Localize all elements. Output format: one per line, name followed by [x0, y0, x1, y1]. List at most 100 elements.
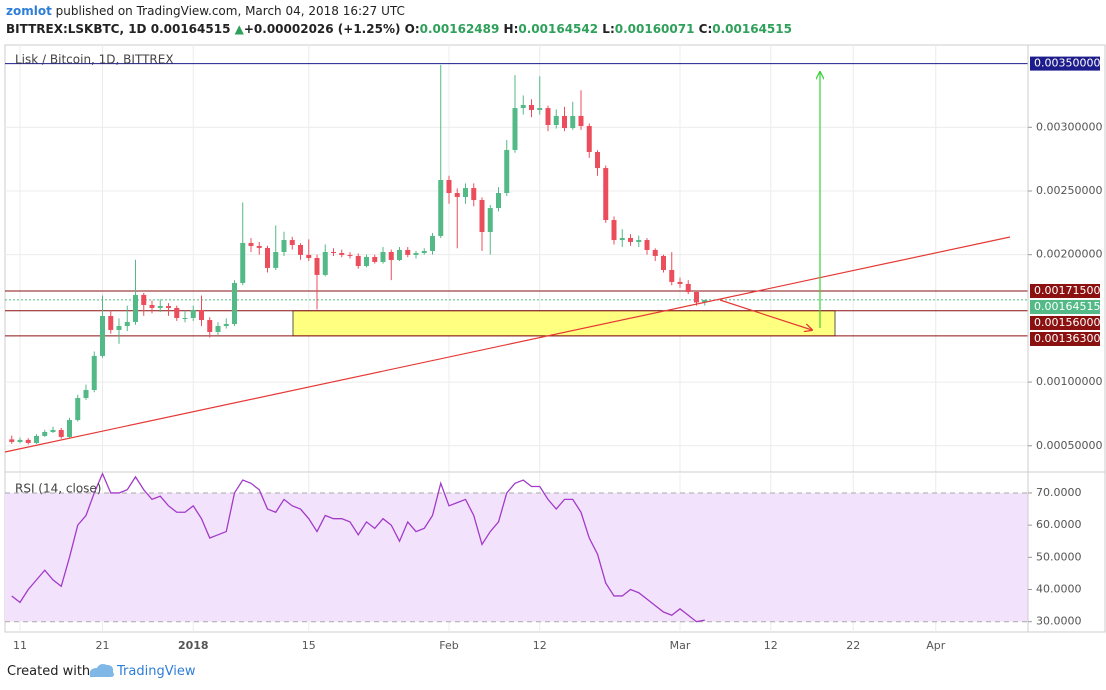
price-level-label: 0.00171500 [1034, 284, 1100, 297]
candle-body [34, 435, 39, 443]
candle-body [619, 237, 625, 241]
candle-body [636, 240, 642, 242]
ohlc-open-label: O: [404, 22, 420, 36]
candle-body [430, 235, 435, 251]
last-price: 0.00164515 [150, 22, 231, 36]
price-level-label: 0.00164515 [1034, 300, 1100, 313]
candle-body [454, 193, 460, 197]
support-zone [292, 310, 836, 337]
candle-body [397, 249, 402, 261]
y-tick-label: 0.00200000 [1036, 248, 1102, 261]
candle-body [661, 255, 666, 270]
price-level-label: 0.00350000 [1034, 57, 1100, 70]
trend-line [4, 236, 1011, 453]
candle-body [504, 149, 510, 194]
candle-body [438, 180, 444, 236]
candle-body [199, 309, 204, 321]
candle-body [570, 115, 576, 129]
candle-body [240, 242, 246, 283]
candle-body [141, 294, 147, 305]
candle-body [207, 320, 213, 333]
candle-body [537, 108, 543, 110]
candle-body [331, 252, 336, 254]
author[interactable]: zomlot [6, 4, 52, 18]
candle-body [364, 256, 369, 267]
y-tick-label: 0.00100000 [1036, 375, 1102, 388]
candle-body [133, 294, 138, 322]
candle-body [306, 254, 312, 258]
chart: Lisk / Bitcoin, 1D, BITTREX RSI (14, clo… [4, 44, 1106, 652]
candle-body [413, 253, 419, 255]
x-tick-label: 12 [533, 639, 547, 652]
published: published on TradingView.com, March 04, … [55, 4, 405, 18]
x-tick-label: Feb [439, 639, 458, 652]
price-level-label: 0.00136300 [1034, 332, 1100, 345]
price-level-box [1030, 315, 1100, 330]
candle-body [553, 115, 559, 125]
candle-body [67, 420, 72, 437]
candle-body [685, 283, 691, 293]
candle-body [108, 315, 114, 330]
price-level-box [1030, 56, 1100, 71]
candle-body [265, 247, 270, 268]
candle-body [149, 304, 155, 308]
x-tick-label: Mar [670, 639, 691, 652]
symbol-line: BITTREX:LSKBTC, 1D 0.00164515 ▲+0.000020… [6, 22, 792, 36]
candle-body [487, 208, 493, 233]
candle-body [405, 249, 411, 255]
candle-body [463, 188, 468, 197]
x-tick-label: 11 [13, 639, 27, 652]
ohlc-high: 0.00164542 [518, 22, 599, 36]
candle-body [116, 326, 122, 330]
candle-body [347, 254, 353, 256]
candle-body [100, 315, 105, 356]
ohlc-close: 0.00164515 [712, 22, 792, 36]
x-tick-label: 15 [302, 639, 316, 652]
y-tick-label: 70.0000 [1036, 486, 1082, 499]
candle-body [372, 256, 378, 262]
candle-body [223, 323, 229, 327]
candle-body [471, 188, 477, 201]
price-level-box [1030, 283, 1100, 298]
candle-body [702, 299, 708, 303]
candle-body [42, 432, 48, 436]
y-tick-label: 0.00300000 [1036, 120, 1102, 133]
candle-body [611, 220, 617, 241]
x-tick-label: Apr [926, 639, 946, 652]
publish-line: zomlot published on TradingView.com, Mar… [6, 4, 405, 18]
axis-labels: 11 21 2018 15 Feb 12 Mar 12 22 Apr 0.00050000 0.001… [13, 56, 1102, 652]
ohlc-open: 0.00162489 [419, 22, 500, 36]
candle-body [380, 252, 386, 262]
candle-body [289, 240, 295, 245]
candle-body [512, 108, 518, 150]
up-arrow: ▲ [234, 22, 244, 36]
candle-body [314, 257, 320, 275]
rsi-line [11, 471, 705, 623]
footer-brand[interactable]: TradingView [117, 664, 196, 679]
candle-body [9, 439, 15, 442]
ohlc-low: 0.00160071 [614, 22, 695, 36]
candle-body [298, 244, 303, 255]
candle-body [124, 321, 130, 327]
candle-body [479, 200, 485, 233]
marks-layer [9, 64, 708, 623]
logo [89, 664, 114, 677]
rsi-title: RSI (14, close) [15, 482, 101, 496]
candle-body [322, 252, 328, 275]
drawings-layer [4, 72, 1011, 453]
candle-body [281, 240, 287, 253]
candle-body [694, 292, 699, 303]
x-tick-label: 12 [764, 639, 778, 652]
candle-body [677, 281, 683, 284]
candle-body [578, 115, 584, 127]
candle-body [174, 307, 180, 318]
candle-body [232, 282, 237, 324]
candle-body [545, 108, 551, 125]
candle-body [388, 252, 394, 261]
rsi-band [5, 492, 1028, 622]
candle-body [256, 246, 262, 248]
candle-body [520, 104, 526, 109]
y-tick-label: 0.00050000 [1036, 439, 1102, 452]
candle-body [339, 253, 345, 255]
